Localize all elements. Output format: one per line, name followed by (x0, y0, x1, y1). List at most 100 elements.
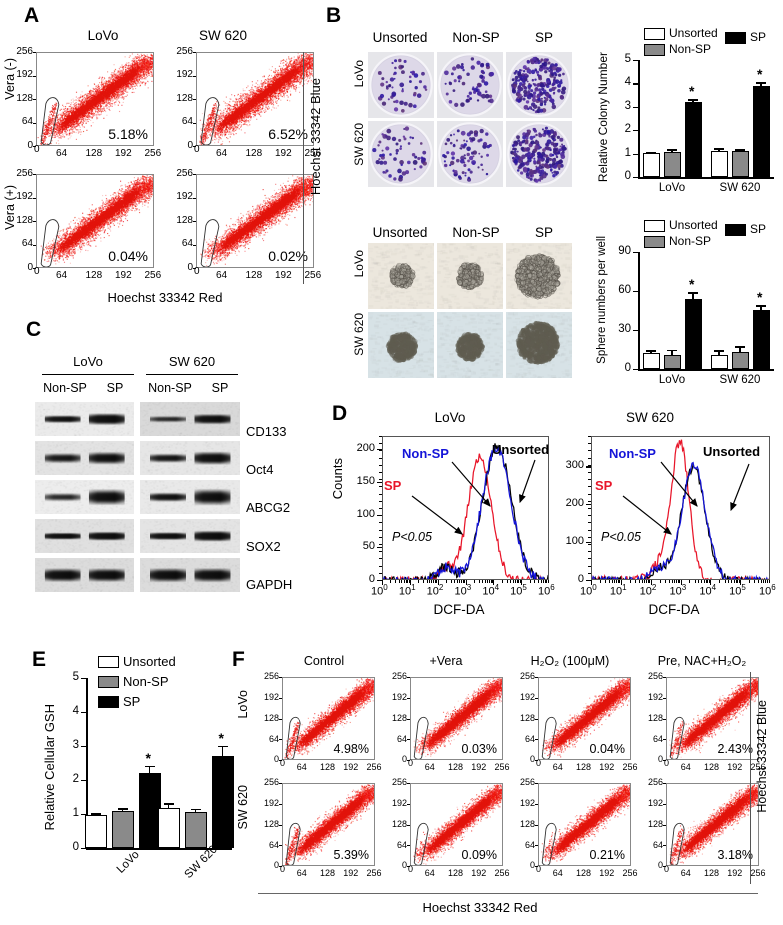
histogram-x-minor-tick (461, 580, 463, 583)
histogram-x-minor-tick (537, 580, 539, 583)
histogram-x-minor-tick (454, 580, 456, 583)
flow-y-tickmark (33, 52, 36, 53)
panel-f-col-h2o2: H₂O₂ (100μM) (530, 654, 610, 668)
flow-plot-axes: 0.21% (538, 783, 631, 866)
histogram-x-minor-tick (490, 580, 492, 583)
histogram-lovo: 0 50 100 150 200 100 101 102 103 104 105 106 Non-SP S… (330, 430, 555, 620)
flow-y-tickmark (33, 268, 36, 269)
error-bar (760, 82, 762, 87)
flow-x-tick: 128 (245, 270, 263, 281)
histogram-y-minor-tick (379, 450, 382, 452)
flow-y-tick: 192 (16, 191, 33, 203)
flow-y-tickmark (33, 122, 36, 124)
flow-x-tick: 64 (424, 868, 435, 878)
histogram-y-minor-tick (379, 551, 382, 553)
histogram-x-tick-label: 100 (371, 583, 388, 598)
flow-x-tick: 256 (304, 270, 322, 281)
bar-chart-y-axis (638, 60, 640, 177)
flow-y-tick: 0 (657, 754, 663, 765)
flow-y-tick: 192 (176, 69, 193, 81)
error-bar-cap (190, 808, 201, 811)
histogram-y-tickmark (377, 514, 382, 516)
curve-sp (383, 453, 546, 579)
histogram-x-tick-label: 105 (729, 583, 746, 598)
error-bar (760, 305, 762, 310)
flow-gate-region (669, 822, 685, 865)
flow-y-tick: 128 (263, 712, 279, 723)
error-bar-cap (756, 82, 766, 84)
significance-star: * (757, 289, 763, 306)
flow-y-tick: 192 (647, 798, 663, 809)
histogram-x-minor-tick (635, 580, 637, 583)
flow-y-tickmark (193, 244, 196, 246)
colony-plate-image (368, 121, 434, 187)
flow-y-tickmark (663, 803, 666, 805)
panel-c-letter: C (26, 318, 42, 341)
flow-y-tick: 64 (181, 116, 193, 128)
flow-percentage-label: 2.43% (717, 742, 753, 756)
bar-chart-y-tick-label: 2 (624, 123, 631, 136)
histogram-y-minor-tick (588, 486, 591, 488)
flow-y-tick: 64 (652, 839, 663, 850)
histogram-y-minor-tick (588, 508, 591, 509)
flow-y-tick: 256 (176, 167, 193, 179)
sphere-image (368, 243, 434, 309)
flow-gate-region (200, 97, 220, 145)
flow-x-tick: 256 (622, 868, 638, 878)
histogram-y-minor-tick (588, 472, 591, 473)
bar (642, 153, 660, 177)
error-bar (167, 803, 170, 808)
panel-f-col-control: Control (303, 654, 345, 668)
panel-b-colony-row-sw620: SW 620 (352, 123, 366, 166)
histogram-y-minor-tick (379, 508, 382, 509)
bar-chart-y-tickmark (633, 369, 638, 371)
significance-star: * (757, 66, 763, 83)
flow-y-tick: 256 (263, 777, 279, 788)
histogram-x-axis-title: DCF-DA (433, 602, 485, 617)
flow-y-tickmark (663, 866, 666, 867)
flow-y-tickmark (193, 52, 196, 53)
panel-f-col-nac: Pre, NAC+H₂O₂ (657, 654, 747, 668)
flow-y-tickmark (407, 739, 410, 741)
histogram-x-minor-tick (694, 580, 696, 583)
histogram-y-minor-tick (379, 522, 382, 524)
flow-y-tickmark (663, 739, 666, 741)
bar-chart-category-label: LoVo (658, 182, 686, 194)
bar-chart-y-tick-label: 3 (72, 739, 79, 751)
histogram-x-minor-tick (436, 580, 438, 583)
panel-b-sphere-row-sw620: SW 620 (352, 313, 366, 356)
histogram-x-minor-tick (591, 580, 592, 585)
bar-chart-y-tickmark (633, 252, 638, 254)
flow-y-tick: 192 (391, 798, 407, 809)
flow-y-tickmark (193, 99, 196, 100)
error-bar (692, 99, 694, 103)
flow-y-tickmark (33, 197, 36, 199)
histogram-x-minor-tick (620, 580, 622, 585)
histogram-x-minor-tick (542, 580, 544, 583)
histogram-y-minor-tick (379, 457, 382, 459)
legend-key-sp (98, 696, 119, 708)
panel-b-sphere-col-unsorted: Unsorted (372, 225, 428, 240)
flow-y-tick: 192 (16, 69, 33, 81)
histogram-x-tick-label: 104 (482, 583, 500, 598)
histogram-y-tick-label: 0 (577, 573, 584, 585)
flow-plot-axes: 0.02% (196, 174, 314, 268)
flow-plot-lovo-vera: 0.03% 256 192 128 64 0 0 64 128 192 256 (378, 671, 510, 777)
panel-f-bottom-rule (258, 893, 758, 894)
histogram-x-minor-tick (407, 580, 409, 583)
histogram-x-minor-tick (405, 580, 407, 583)
bar (752, 309, 770, 369)
flow-x-tick: 0 (664, 864, 670, 874)
blot-strip (35, 480, 134, 514)
histogram-x-minor-tick (638, 580, 640, 583)
histogram-y-tick-label: 0 (368, 573, 375, 585)
flow-y-tick: 128 (647, 712, 663, 723)
flow-gate-region (413, 822, 429, 865)
colony-plate-image (368, 52, 434, 118)
histogram-pvalue-label: P<0.05 (601, 530, 641, 544)
flow-y-tickmark (407, 760, 410, 761)
histogram-x-minor-tick (749, 580, 751, 583)
histogram-y-axis-title: Counts (330, 458, 345, 500)
histogram-y-tick-label: 100 (565, 535, 584, 548)
flow-y-tick: 64 (21, 116, 33, 128)
